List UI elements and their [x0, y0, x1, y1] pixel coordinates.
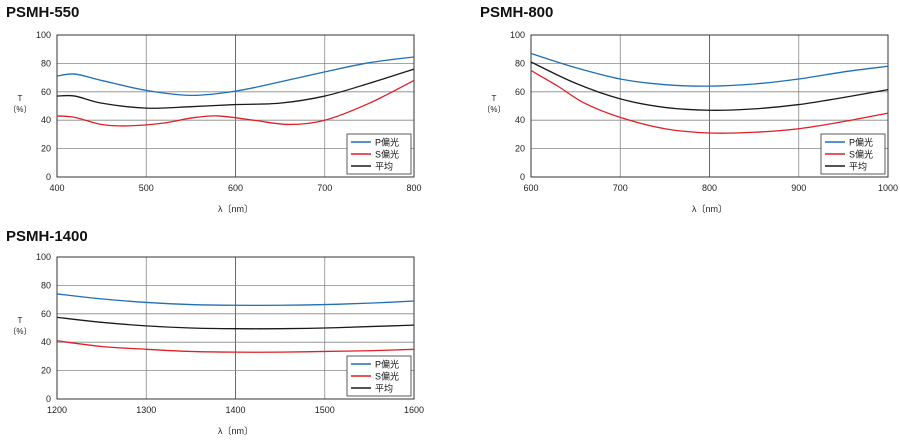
y-tick-label: 100	[36, 252, 51, 262]
legend-label-p: P偏光	[375, 359, 399, 370]
x-tick-label: 900	[791, 183, 806, 193]
x-tick-label: 800	[702, 183, 717, 193]
y-tick-label: 60	[515, 87, 525, 97]
x-tick-label: 1600	[404, 405, 424, 415]
plot-frame	[56, 34, 415, 178]
chart-title-psmh-800: PSMH-800	[480, 4, 554, 21]
y-tick-label: 80	[515, 58, 525, 68]
series-line-p	[56, 293, 415, 307]
y-axis-label: 〔%〕	[8, 105, 31, 114]
x-tick-label: 1200	[47, 405, 67, 415]
legend-label-avg: 平均	[375, 161, 393, 172]
y-tick-label: 0	[520, 172, 525, 182]
y-tick-label: 100	[36, 30, 51, 40]
x-axis-label: λ〔nm〕	[218, 204, 253, 214]
legend-label-p: P偏光	[849, 137, 873, 148]
plot-frame	[56, 256, 415, 400]
legend-label-avg: 平均	[375, 383, 393, 394]
x-tick-label: 1500	[315, 405, 335, 415]
legend-label-s: S偏光	[849, 149, 873, 160]
x-tick-label: 700	[613, 183, 628, 193]
x-tick-label: 400	[49, 183, 64, 193]
legend-label-s: S偏光	[375, 149, 399, 160]
x-tick-label: 800	[406, 183, 421, 193]
y-tick-label: 40	[515, 115, 525, 125]
legend-label-s: S偏光	[375, 371, 399, 382]
legend-label-p: P偏光	[375, 137, 399, 148]
series-line-p	[530, 52, 889, 87]
x-tick-label: 1000	[878, 183, 898, 193]
x-axis-label: λ〔nm〕	[218, 426, 253, 436]
x-tick-label: 700	[317, 183, 332, 193]
chart-psmh-800: 0 20 40 60 80 100 600 700 800 900 1000 T 〔%〕 λ〔nm〕 P偏光…	[482, 30, 898, 214]
series-line-s	[56, 340, 415, 353]
y-axis-label: T	[18, 94, 23, 103]
series-line-p	[56, 56, 415, 97]
y-tick-label: 0	[46, 172, 51, 182]
y-tick-label: 100	[510, 30, 525, 40]
y-tick-label: 0	[46, 394, 51, 404]
y-tick-label: 40	[41, 337, 51, 347]
chart-psmh-1400: 0 20 40 60 80 100 1200 1300 1400 1500 1600 T 〔%〕 λ〔nm…	[8, 252, 424, 436]
series-line-s	[56, 79, 415, 127]
y-tick-label: 60	[41, 309, 51, 319]
y-axis-label: T	[18, 316, 23, 325]
y-tick-label: 80	[41, 58, 51, 68]
chart-title-psmh-1400: PSMH-1400	[6, 228, 88, 245]
x-tick-label: 1400	[225, 405, 245, 415]
x-tick-label: 1300	[136, 405, 156, 415]
y-tick-label: 40	[41, 115, 51, 125]
chart-psmh-550: 0 20 40 60 80 100 400 500 600 700 800 T 〔%〕 λ〔nm〕 P偏光S…	[8, 30, 421, 214]
y-axis-label: 〔%〕	[482, 105, 505, 114]
legend-label-avg: 平均	[849, 161, 867, 172]
y-axis-label: 〔%〕	[8, 327, 31, 336]
x-tick-label: 500	[139, 183, 154, 193]
y-tick-label: 60	[41, 87, 51, 97]
x-tick-label: 600	[523, 183, 538, 193]
y-tick-label: 80	[41, 280, 51, 290]
y-tick-label: 20	[41, 144, 51, 154]
plot-frame	[530, 34, 889, 178]
chart-title-psmh-550: PSMH-550	[6, 4, 80, 21]
series-line-s	[530, 69, 889, 134]
y-tick-label: 20	[515, 144, 525, 154]
y-tick-label: 20	[41, 366, 51, 376]
y-axis-label: T	[492, 94, 497, 103]
x-axis-label: λ〔nm〕	[692, 204, 727, 214]
series-line-avg	[56, 316, 415, 330]
x-tick-label: 600	[228, 183, 243, 193]
series-line-avg	[56, 68, 415, 109]
series-line-avg	[530, 61, 889, 111]
